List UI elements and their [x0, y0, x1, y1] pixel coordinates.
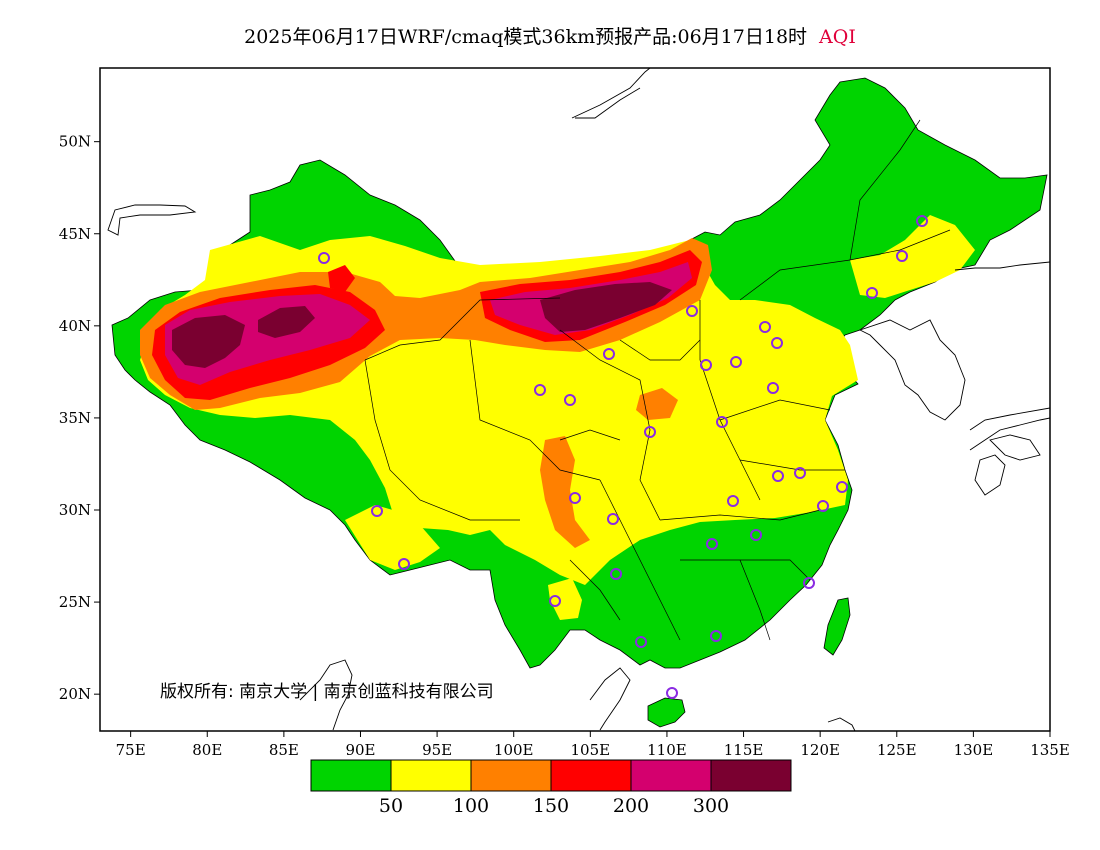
legend-swatch-100-150: [470, 759, 552, 792]
station-marker: [534, 384, 546, 396]
station-marker: [750, 529, 762, 541]
station-marker: [767, 382, 779, 394]
aqi-hazardous-core: [258, 306, 315, 338]
latitude-ticks: 50N 45N 40N 35N 30N 25N 20N: [59, 133, 100, 703]
station-marker: [916, 215, 928, 227]
legend-swatch-50-100: [390, 759, 472, 792]
station-marker: [686, 305, 698, 317]
aqi-moderate-north: [850, 215, 975, 298]
legend-label-300: 300: [693, 795, 729, 817]
lon-tick-label: 85E: [269, 741, 299, 759]
taiwan-island: [823, 597, 851, 656]
aqi-color-legend: 50 100 150 200 300: [310, 759, 792, 817]
aqi-hazardous-alxa: [540, 282, 672, 332]
legend-label-50: 50: [379, 795, 403, 817]
copyright-text: 版权所有: 南京大学 | 南京创蓝科技有限公司: [160, 682, 494, 702]
station-marker: [817, 500, 829, 512]
station-marker: [716, 416, 728, 428]
hainan-island: [647, 697, 686, 728]
station-marker: [603, 348, 615, 360]
lon-tick-label: 120E: [800, 741, 840, 759]
station-marker: [836, 481, 848, 493]
lat-tick-label: 25N: [59, 593, 91, 611]
lon-tick-label: 110E: [647, 741, 687, 759]
lat-tick-label: 45N: [59, 225, 91, 243]
station-marker: [318, 252, 330, 264]
station-marker: [700, 359, 712, 371]
station-marker: [398, 558, 410, 570]
lon-tick-label: 115E: [724, 741, 764, 759]
legend-swatch-200-300: [630, 759, 712, 792]
province-boundaries: [364, 119, 951, 641]
aqi-usg-sichuan: [540, 436, 590, 548]
legend-label-100: 100: [453, 795, 489, 817]
station-marker: [371, 505, 383, 517]
lon-tick-label: 130E: [954, 741, 994, 759]
lat-tick-label: 30N: [59, 501, 91, 519]
lat-tick-label: 40N: [59, 317, 91, 335]
station-marker: [896, 250, 908, 262]
station-markers: [318, 215, 928, 699]
station-marker: [771, 337, 783, 349]
legend-swatch-150-200: [550, 759, 632, 792]
legend-label-200: 200: [613, 795, 649, 817]
legend-label-150: 150: [533, 795, 569, 817]
title-text: 2025年06月17日WRF/cmaq模式36km预报产品:06月17日18时: [244, 26, 808, 48]
station-marker: [610, 568, 622, 580]
station-marker: [759, 321, 771, 333]
station-marker: [866, 287, 878, 299]
aqi-moderate-yunnan: [548, 578, 582, 620]
station-marker: [569, 492, 581, 504]
lon-tick-label: 105E: [571, 741, 611, 759]
station-marker: [803, 577, 815, 589]
map-title: 2025年06月17日WRF/cmaq模式36km预报产品:06月17日18时 A…: [0, 22, 1100, 49]
lon-tick-label: 100E: [494, 741, 534, 759]
station-marker: [710, 630, 722, 642]
station-marker: [706, 538, 718, 550]
station-marker: [727, 495, 739, 507]
lon-tick-label: 90E: [345, 741, 375, 759]
longitude-ticks: 75E 80E 85E 90E 95E 100E 105E 110E 115E 120E 125E 1…: [116, 731, 1070, 759]
station-marker: [635, 636, 647, 648]
station-marker: [666, 687, 678, 699]
lon-tick-label: 75E: [116, 741, 146, 759]
legend-swatch-300-plus: [710, 759, 792, 792]
lon-tick-label: 80E: [192, 741, 222, 759]
station-marker: [607, 513, 619, 525]
lat-tick-label: 50N: [59, 133, 91, 151]
lat-tick-label: 35N: [59, 409, 91, 427]
station-marker: [730, 356, 742, 368]
aqi-moderate-tibet-edge: [345, 505, 440, 570]
station-marker: [564, 394, 576, 406]
lon-tick-label: 95E: [422, 741, 452, 759]
aqi-unhealthy-spot: [328, 265, 355, 292]
station-marker: [794, 467, 806, 479]
variable-label: AQI: [819, 26, 856, 48]
lat-tick-label: 20N: [59, 685, 91, 703]
neighbor-coastlines: [107, 68, 1050, 731]
map-layers: [107, 68, 1050, 731]
lon-tick-label: 135E: [1030, 741, 1070, 759]
station-marker: [772, 470, 784, 482]
lon-tick-label: 125E: [877, 741, 917, 759]
aqi-hazardous-tarim: [172, 315, 245, 368]
legend-swatch-0-50: [310, 759, 392, 792]
station-marker: [549, 595, 561, 607]
station-marker: [644, 426, 656, 438]
